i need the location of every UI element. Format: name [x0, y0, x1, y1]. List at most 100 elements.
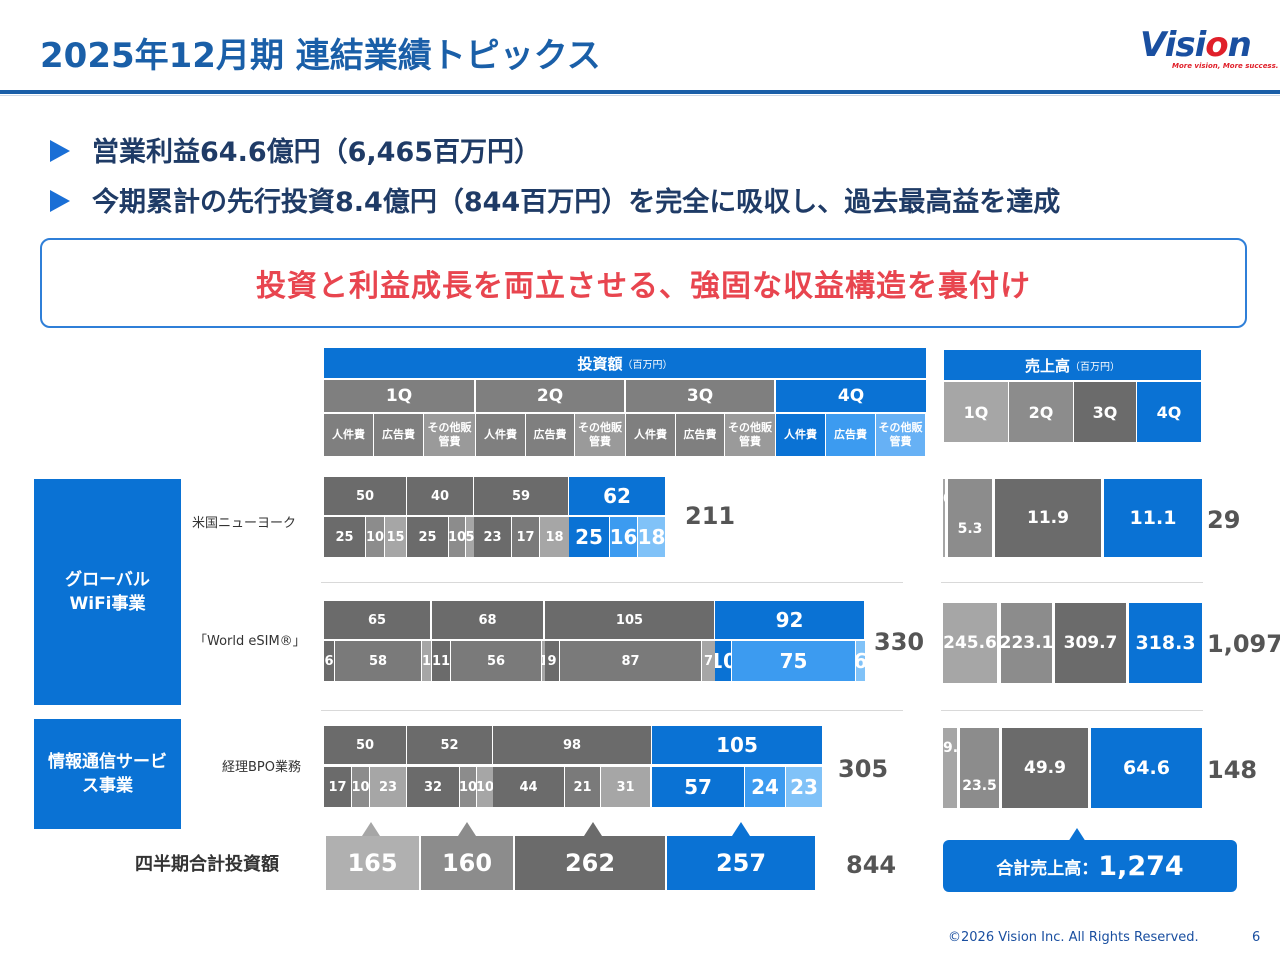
logo-wordmark: Vision: [1140, 25, 1252, 65]
cost-header-personnel: 人件費: [626, 414, 676, 456]
invest-advertising-bar: 16: [610, 517, 637, 557]
cost-header-other: その他販管費: [575, 414, 626, 456]
invest-other-bar: 23: [786, 767, 822, 807]
investment-header: 投資額 （百万円）: [324, 348, 926, 378]
quarterly-total-label: 四半期合計投資額: [135, 854, 279, 875]
sales-q1-bar: [943, 728, 959, 808]
triangle-bullet-icon: [50, 190, 70, 212]
invest-advertising-bar: 87: [560, 641, 701, 681]
row-label-world-esim: 「World eSIM®」: [194, 634, 306, 649]
sales-q4-bar: 64.6: [1091, 728, 1204, 808]
headline-box: 投資と利益成長を両立させる、強固な収益構造を裏付け: [40, 238, 1247, 328]
invest-advertising-bar: 75: [732, 641, 855, 681]
invest-q4-total-bar: 62: [569, 477, 665, 515]
invest-other-bar: 5: [466, 517, 474, 557]
invest-other-bar: 23: [370, 767, 406, 807]
caret-up-icon: [584, 822, 602, 836]
cost-header-personnel: 人件費: [324, 414, 374, 456]
sales-total-world-esim: 1,097: [1207, 630, 1280, 658]
sales-bar-label: 11.9: [1027, 508, 1069, 528]
logo-tagline: More vision, More success.: [1172, 62, 1279, 70]
invest-q3-total-bar: 59: [474, 477, 568, 515]
invest-personnel-bar: 9: [545, 641, 559, 681]
row-label-new-york: 米国ニューヨーク: [192, 516, 297, 531]
segment-global-wifi: グローバルWiFi事業: [34, 479, 181, 705]
invest-advertising-bar: 10: [366, 517, 384, 557]
invest-personnel-bar: 57: [652, 767, 744, 807]
sales-total-bpo: 148: [1207, 756, 1258, 784]
invest-personnel-bar: 25: [407, 517, 448, 557]
quarterly-total-q2: 160: [421, 836, 513, 890]
investment-q4-header: 4Q: [776, 380, 926, 412]
sales-q2-bar: 23.5: [960, 728, 1001, 808]
sales-q1-bar: [943, 479, 947, 557]
invest-q1-total-bar: 65: [324, 601, 430, 639]
invest-personnel-bar: 44: [493, 767, 564, 807]
invest-q1-total-bar: 50: [324, 477, 406, 515]
sales-header: 売上高 （百万円）: [944, 350, 1201, 380]
invest-personnel-bar: 10: [715, 641, 731, 681]
invest-other-bar: 31: [601, 767, 650, 807]
cost-header-personnel: 人件費: [776, 414, 826, 456]
investment-grand-total: 844: [846, 851, 897, 879]
invest-advertising-bar: 10: [460, 767, 476, 807]
sales-q3-bar: 309.7: [1055, 603, 1128, 683]
cost-header-advertising: 広告費: [826, 414, 876, 456]
invest-other-bar: 18: [638, 517, 665, 557]
invest-personnel-bar: 32: [407, 767, 459, 807]
investment-q1-header: 1Q: [324, 380, 474, 412]
invest-personnel-bar: 11: [432, 641, 450, 681]
sales-bar-label: 5.3: [957, 521, 983, 537]
invest-other-bar: 6: [856, 641, 865, 681]
invest-other-bar: 18: [540, 517, 569, 557]
caret-up-icon: [362, 822, 380, 836]
vision-logo: Vision More vision, More success.: [1140, 25, 1278, 74]
cost-header-other: その他販管費: [876, 414, 926, 456]
invest-advertising-bar: 17: [512, 517, 539, 557]
invest-personnel-bar: 25: [324, 517, 365, 557]
invest-personnel-bar: 17: [324, 767, 351, 807]
investment-q3-header: 3Q: [626, 380, 774, 412]
title-divider: [0, 90, 1280, 94]
segment-info-comm: 情報通信サービス事業: [34, 719, 181, 829]
invest-q3-total-bar: 105: [545, 601, 714, 639]
invest-personnel-bar: 6: [324, 641, 334, 681]
sales-q1-header: 1Q: [944, 382, 1008, 442]
triangle-bullet-icon: [50, 140, 70, 162]
cost-header-personnel: 人件費: [476, 414, 526, 456]
invest-advertising-bar: 21: [565, 767, 600, 807]
invest-other-bar: 1: [542, 641, 545, 681]
sales-q2-bar: 5.3: [948, 479, 994, 557]
quarterly-total-q4: 257: [667, 836, 815, 890]
sales-q3-header: 3Q: [1074, 382, 1136, 442]
row-divider: [941, 582, 1203, 583]
bullet-investment: 今期累計の先行投資8.4億円（844百万円）を完全に吸収し、過去最高益を達成: [50, 180, 1060, 219]
invest-other-bar: 1: [422, 641, 431, 681]
invest-personnel-bar: 25: [569, 517, 609, 557]
sales-q2-header: 2Q: [1009, 382, 1073, 442]
invest-q3-total-bar: 98: [493, 726, 651, 764]
page-title: 2025年12月期 連結業績トピックス: [40, 36, 601, 76]
sales-total-new-york: 29: [1207, 506, 1241, 534]
invest-q2-total-bar: 68: [432, 601, 543, 639]
invest-q2-total-bar: 52: [407, 726, 492, 764]
invest-advertising-bar: 10: [449, 517, 465, 557]
sales-bar-label: 23.5: [962, 778, 997, 794]
footer-page-number: 6: [1252, 930, 1261, 945]
invest-advertising-bar: 10: [352, 767, 369, 807]
row-label-bpo: 経理BPO業務: [222, 760, 301, 775]
row-divider: [321, 710, 903, 711]
sales-grand-total-label: 合計売上高：: [996, 858, 1099, 879]
invest-q4-total-bar: 92: [715, 601, 864, 639]
invest-q1-total-bar: 50: [324, 726, 406, 764]
invest-q2-total-bar: 40: [407, 477, 473, 515]
cost-header-advertising: 広告費: [374, 414, 424, 456]
sales-q1-bar: 245.6: [943, 603, 999, 683]
title-divider-thin: [0, 95, 1280, 96]
invest-other-bar: 15: [385, 517, 406, 557]
invest-q4-total-bar: 105: [652, 726, 822, 764]
cost-header-other: その他販管費: [424, 414, 476, 456]
bullet-operating-profit: 営業利益64.6億円（6,465百万円）: [50, 130, 541, 169]
caret-up-icon: [458, 822, 476, 836]
sales-q2-bar: 223.1: [1001, 603, 1054, 683]
